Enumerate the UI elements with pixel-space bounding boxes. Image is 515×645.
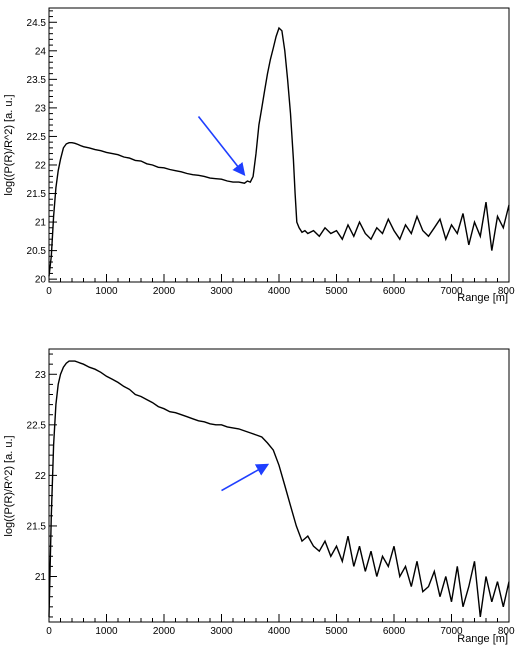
y-tick-label: 20.5 [27, 246, 47, 257]
y-tick-label: 22.5 [27, 420, 47, 431]
y-tick-label: 23.5 [27, 75, 47, 86]
x-tick-label: 7000 [440, 626, 463, 637]
x-tick-label: 2000 [153, 626, 176, 637]
x-tick-label: 1000 [95, 626, 118, 637]
bottom-chart-annotation-arrow [221, 463, 270, 492]
x-tick-label: 0 [46, 626, 52, 637]
x-tick-label: 6000 [383, 626, 406, 637]
x-tick-label: 0 [46, 286, 52, 297]
x-tick-label: 4000 [268, 286, 291, 297]
top-chart-series-line [48, 26, 510, 277]
y-tick-label: 20 [35, 275, 47, 286]
y-tick-label: 23 [35, 370, 47, 381]
bottom-chart-frame [48, 348, 510, 623]
top-chart-y-axis-label: log((P(R)/R^2) [a. u.] [3, 94, 15, 195]
top-chart-ticks [48, 10, 510, 282]
y-tick-label: 24 [35, 46, 47, 57]
y-tick-label: 21.5 [27, 521, 47, 532]
y-tick-label: 21 [35, 572, 47, 583]
y-tick-label: 21.5 [27, 189, 47, 200]
y-tick-label: 24.5 [27, 18, 47, 29]
top-chart-frame [48, 7, 510, 283]
bottom-chart-x-tick-labels: 0 1000 2000 3000 4000 5000 6000 7000 8000 [46, 626, 515, 637]
x-tick-label: 3000 [210, 626, 233, 637]
x-tick-label: 5000 [325, 626, 348, 637]
y-tick-label: 22 [35, 160, 47, 171]
x-tick-label: 4000 [268, 626, 291, 637]
x-tick-label: 1000 [95, 286, 118, 297]
top-chart-annotation-arrow [197, 115, 246, 177]
x-tick-label: 8000 [498, 286, 515, 297]
y-tick-label: 21 [35, 218, 47, 229]
top-chart-x-axis-label: Range [m] [457, 292, 508, 304]
x-tick-label: 2000 [153, 286, 176, 297]
top-chart-x-tick-labels: 0 1000 2000 3000 4000 5000 6000 7000 8000 [46, 286, 515, 297]
bottom-chart-series-line [48, 360, 510, 617]
bottom-chart-x-axis-label: Range [m] [457, 633, 508, 645]
top-chart-y-tick-labels: 20 20.5 21 21.5 22 22.5 23 23.5 24 24.5 [27, 18, 47, 286]
bottom-chart-panel: 0 1000 2000 3000 4000 5000 6000 7000 8000 21 21.5… [3, 348, 515, 645]
x-tick-label: 7000 [440, 286, 463, 297]
top-chart-panel: 0 1000 2000 3000 4000 5000 6000 7000 8000 20 20.5… [3, 7, 515, 304]
x-tick-label: 5000 [325, 286, 348, 297]
y-tick-label: 23 [35, 103, 47, 114]
bottom-chart-y-tick-labels: 21 21.5 22 22.5 23 [27, 370, 47, 583]
x-tick-label: 6000 [383, 286, 406, 297]
bottom-chart-y-axis-label: log((P(R)/R^2) [a. u.] [3, 435, 15, 536]
y-tick-label: 22 [35, 471, 47, 482]
x-tick-label: 8000 [498, 626, 515, 637]
x-tick-label: 3000 [210, 286, 233, 297]
bottom-chart-ticks [48, 353, 510, 622]
y-tick-label: 22.5 [27, 132, 47, 143]
